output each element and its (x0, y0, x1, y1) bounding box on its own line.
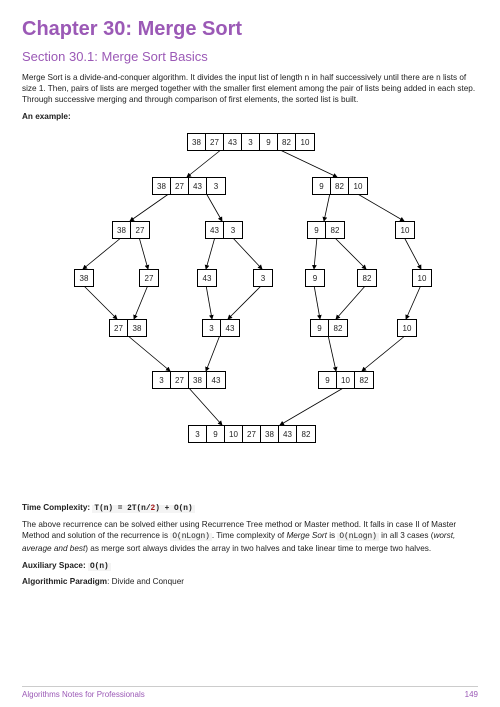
diagram-cell: 3 (153, 372, 171, 388)
diagram-node: 9 (305, 269, 325, 287)
diagram-cell: 27 (243, 426, 261, 442)
chapter-title: Chapter 30: Merge Sort (22, 18, 478, 41)
diagram-node: 3273843 (152, 371, 226, 389)
diagram-cell: 27 (171, 178, 189, 194)
diagram-node: 38 (74, 269, 94, 287)
diagram-node: 3 (253, 269, 273, 287)
diagram-cell: 27 (131, 222, 149, 238)
diagram-cell: 82 (331, 178, 349, 194)
diagram-cell: 38 (113, 222, 131, 238)
diagram-node: 43 (197, 269, 217, 287)
diagram-cell: 43 (206, 222, 224, 238)
diagram-cell: 38 (189, 372, 207, 388)
diagram-node: 98210 (312, 177, 368, 195)
intro-paragraph: Merge Sort is a divide-and-conquer algor… (22, 72, 478, 105)
diagram-cell: 9 (308, 222, 326, 238)
diagram-cell: 3 (189, 426, 207, 442)
diagram-cell: 9 (311, 320, 329, 336)
algorithmic-paradigm-line: Algorithmic Paradigm: Divide and Conquer (22, 577, 478, 586)
section-title: Section 30.1: Merge Sort Basics (22, 49, 478, 64)
diagram-cell: 82 (355, 372, 373, 388)
diagram-cell: 10 (296, 134, 314, 150)
diagram-cell: 38 (188, 134, 206, 150)
diagram-cell: 10 (349, 178, 367, 194)
diagram-cell: 38 (128, 320, 146, 336)
page-footer: Algorithms Notes for Professionals 149 (22, 686, 478, 699)
diagram-cell: 9 (313, 178, 331, 194)
merge-sort-diagram: 3827433982103827433982103827433982103827… (22, 127, 478, 497)
diagram-cell: 10 (398, 320, 416, 336)
diagram-cell: 9 (260, 134, 278, 150)
diagram-cell: 43 (207, 372, 225, 388)
diagram-cell: 38 (75, 270, 93, 286)
diagram-cell: 82 (329, 320, 347, 336)
diagram-cell: 82 (278, 134, 296, 150)
diagram-cell: 9 (207, 426, 225, 442)
diagram-cell: 3 (242, 134, 260, 150)
diagram-node: 10 (395, 221, 415, 239)
aux-space-line: Auxiliary Space: O(n) (22, 561, 478, 571)
footer-page-number: 149 (465, 690, 478, 699)
diagram-cell: 82 (326, 222, 344, 238)
diagram-cell: 9 (319, 372, 337, 388)
diagram-cell: 9 (306, 270, 324, 286)
diagram-cell: 43 (198, 270, 216, 286)
diagram-node: 91082 (318, 371, 374, 389)
footer-book-title: Algorithms Notes for Professionals (22, 690, 145, 699)
diagram-cell: 43 (221, 320, 239, 336)
diagram-cell: 3 (254, 270, 272, 286)
diagram-node: 391027384382 (188, 425, 316, 443)
diagram-cell: 43 (189, 178, 207, 194)
diagram-node: 382743398210 (187, 133, 315, 151)
diagram-cell: 43 (224, 134, 242, 150)
diagram-cell: 10 (337, 372, 355, 388)
diagram-node: 982 (310, 319, 348, 337)
diagram-node: 10 (397, 319, 417, 337)
diagram-cell: 3 (224, 222, 242, 238)
diagram-cell: 10 (396, 222, 414, 238)
diagram-cell: 38 (261, 426, 279, 442)
diagram-node: 343 (202, 319, 240, 337)
recurrence-paragraph: The above recurrence can be solved eithe… (22, 519, 478, 554)
example-label: An example: (22, 112, 478, 121)
diagram-node: 82 (357, 269, 377, 287)
diagram-node: 3827433 (152, 177, 226, 195)
diagram-node: 10 (412, 269, 432, 287)
diagram-cell: 3 (207, 178, 225, 194)
diagram-cell: 82 (358, 270, 376, 286)
diagram-node: 3827 (112, 221, 150, 239)
diagram-node: 2738 (109, 319, 147, 337)
time-complexity-line: Time Complexity: T(n) = 2T(n/2) + O(n) (22, 503, 478, 513)
diagram-cell: 43 (279, 426, 297, 442)
diagram-cell: 3 (203, 320, 221, 336)
diagram-node: 982 (307, 221, 345, 239)
diagram-cell: 10 (413, 270, 431, 286)
diagram-cell: 27 (140, 270, 158, 286)
diagram-cell: 38 (153, 178, 171, 194)
diagram-cell: 27 (206, 134, 224, 150)
diagram-cell: 10 (225, 426, 243, 442)
diagram-node: 433 (205, 221, 243, 239)
diagram-cell: 27 (171, 372, 189, 388)
diagram-cell: 82 (297, 426, 315, 442)
diagram-node: 27 (139, 269, 159, 287)
diagram-cell: 27 (110, 320, 128, 336)
